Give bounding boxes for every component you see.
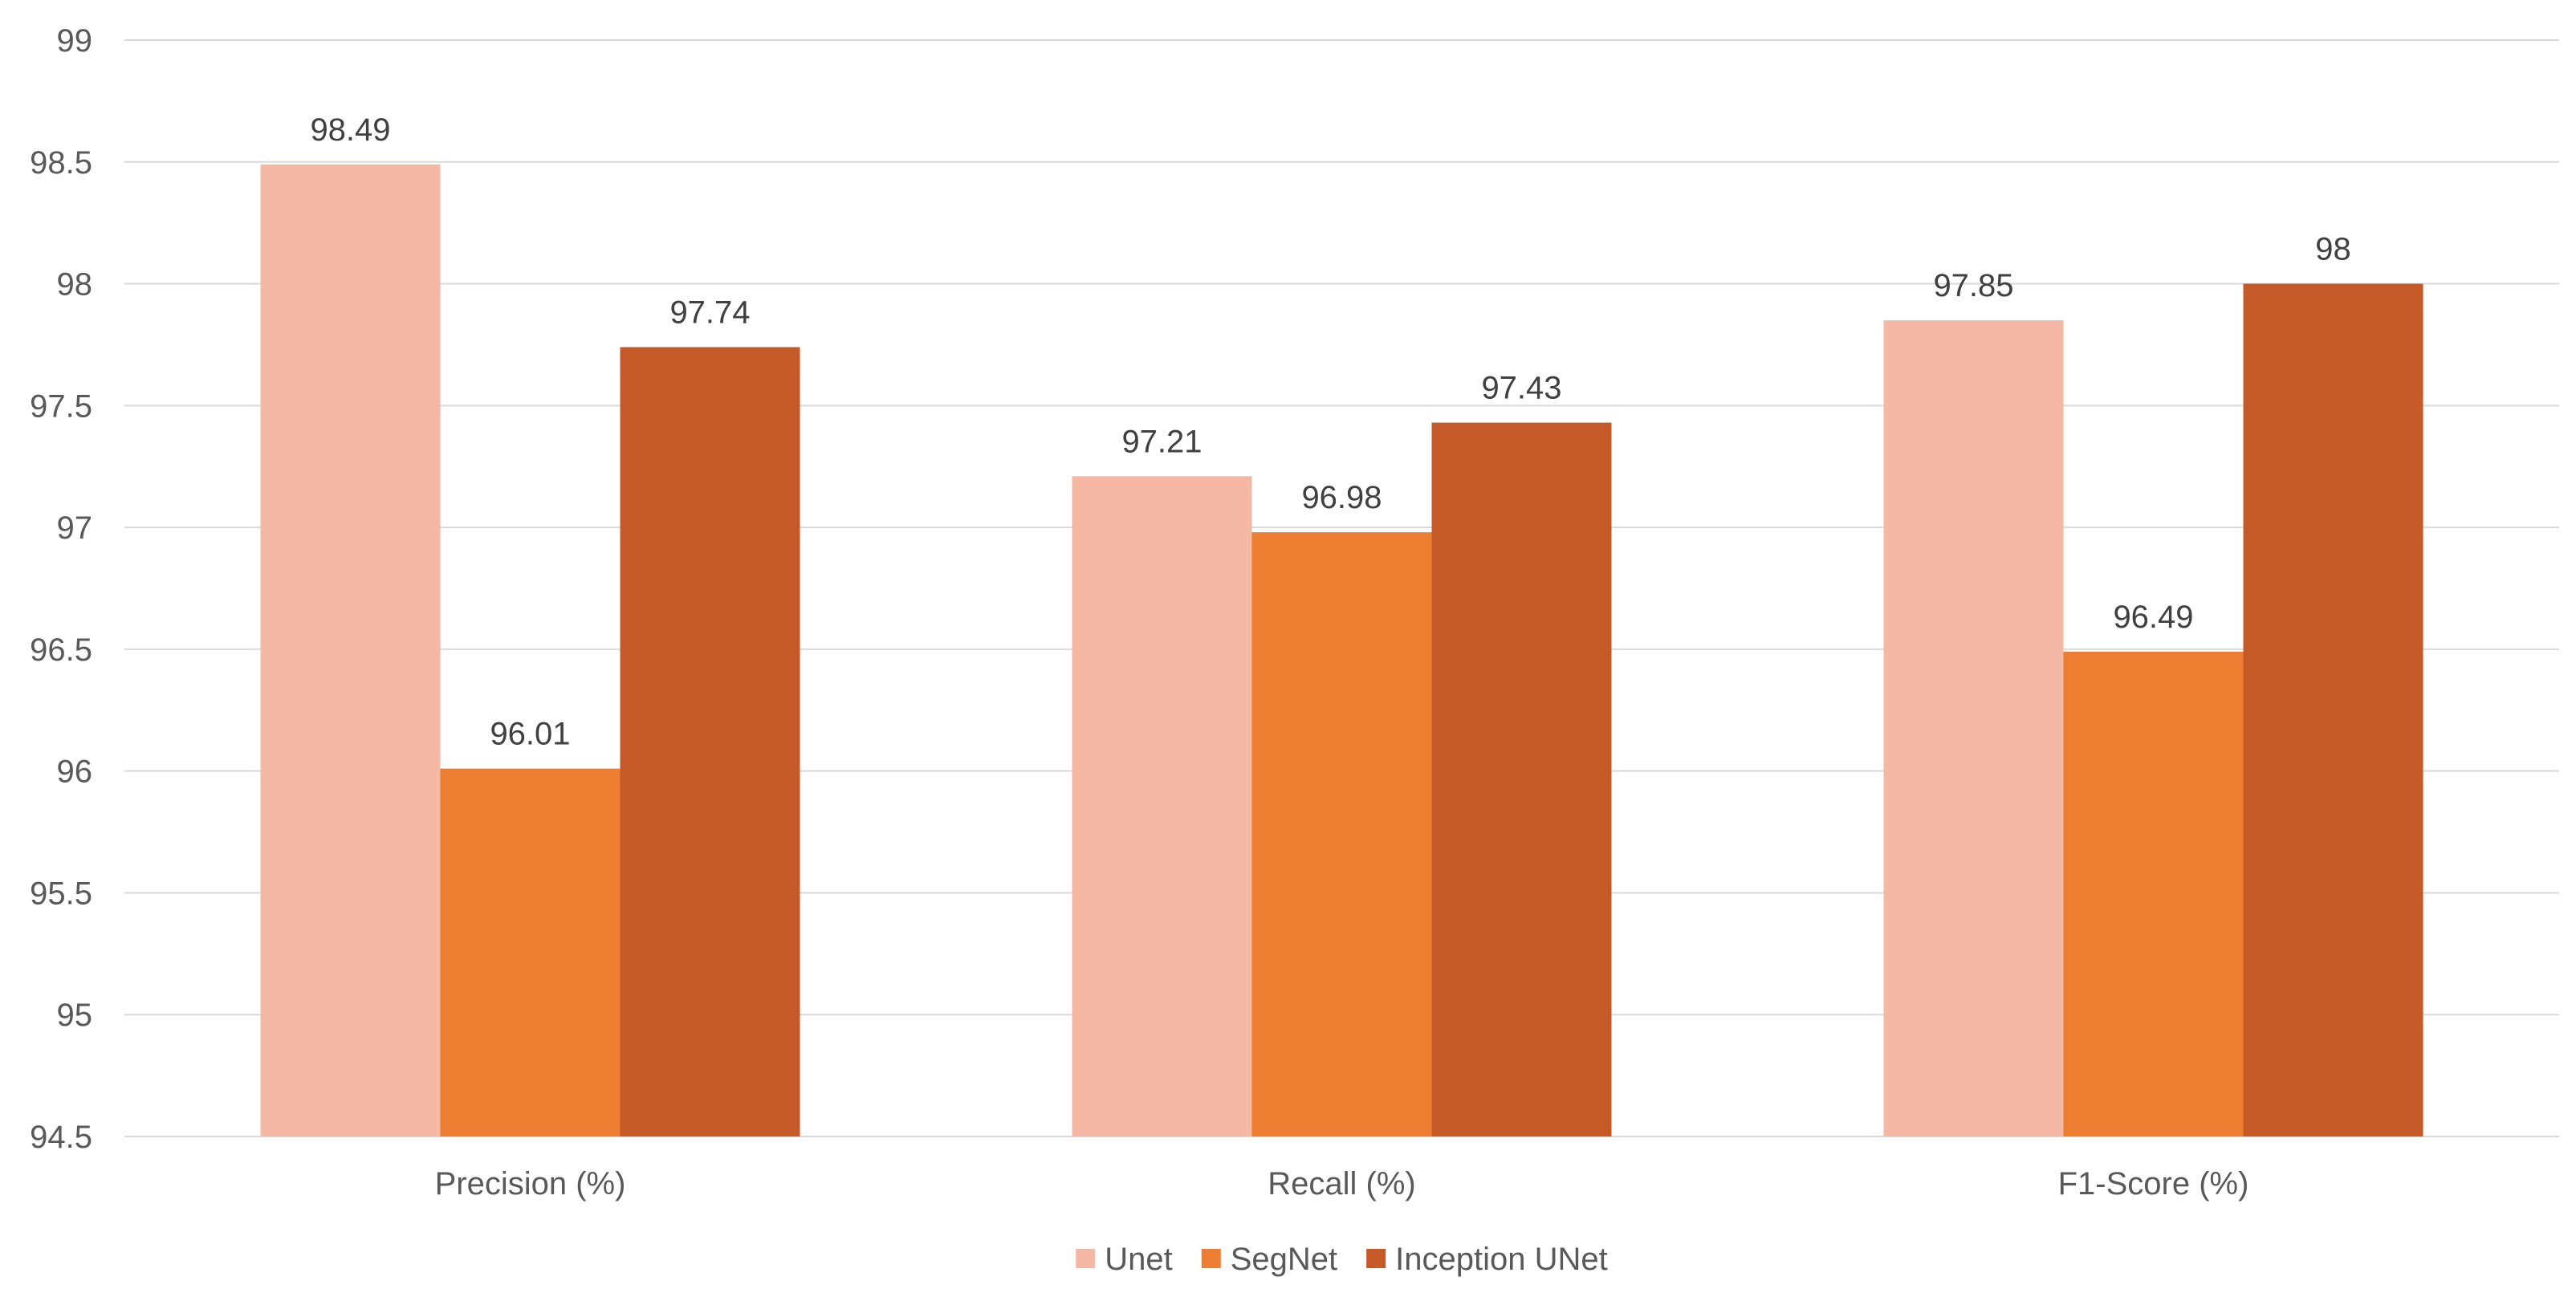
bar <box>1072 476 1252 1136</box>
y-axis-ticks: 94.5 95 95.5 96 96.5 97 97.5 98 98.5 99 <box>30 23 92 1155</box>
x-category-label: Precision (%) <box>435 1166 626 1202</box>
bar <box>440 768 621 1136</box>
y-tick-label: 96 <box>57 754 93 790</box>
legend-label: SegNet <box>1231 1242 1337 1277</box>
bar <box>1883 320 2064 1137</box>
y-tick-label: 97.5 <box>30 388 92 424</box>
x-category-label: Recall (%) <box>1268 1166 1415 1202</box>
bar <box>2243 283 2423 1136</box>
bar <box>1431 422 1612 1136</box>
bar <box>2063 651 2244 1136</box>
data-label: 96.98 <box>1301 480 1382 515</box>
bar <box>1251 532 1432 1136</box>
data-label: 98.49 <box>310 112 390 148</box>
bars <box>260 164 2423 1137</box>
data-label: 97.85 <box>1933 268 2013 303</box>
data-label: 96.01 <box>490 717 570 752</box>
data-label: 97.74 <box>669 295 750 330</box>
legend-label: Unet <box>1105 1242 1173 1277</box>
y-tick-label: 95 <box>57 998 93 1033</box>
y-tick-label: 98 <box>57 267 93 303</box>
legend-item: Unet <box>1076 1242 1173 1277</box>
data-label: 98 <box>2315 232 2351 267</box>
legend: Unet SegNet Inception UNet <box>1076 1242 1608 1277</box>
y-tick-label: 98.5 <box>30 145 92 181</box>
x-category-label: F1-Score (%) <box>2058 1166 2249 1202</box>
y-tick-label: 97 <box>57 510 93 546</box>
legend-swatch <box>1076 1249 1096 1268</box>
y-tick-label: 94.5 <box>30 1120 92 1155</box>
y-tick-label: 99 <box>57 23 93 59</box>
data-label: 97.43 <box>1481 371 1561 406</box>
data-labels: 98.49 96.01 97.74 97.21 96.98 97.43 97.85 96.49… <box>310 112 2350 752</box>
bar <box>620 347 800 1137</box>
legend-label: Inception UNet <box>1395 1242 1608 1277</box>
legend-item: Inception UNet <box>1366 1242 1608 1277</box>
data-label: 96.49 <box>2113 600 2193 635</box>
bar <box>260 164 441 1136</box>
x-axis-categories: Precision (%) Recall (%) F1-Score (%) <box>435 1166 2249 1202</box>
y-tick-label: 96.5 <box>30 632 92 668</box>
y-tick-label: 95.5 <box>30 876 92 911</box>
legend-item: SegNet <box>1201 1242 1337 1277</box>
legend-swatch <box>1366 1249 1386 1268</box>
data-label: 97.21 <box>1121 424 1202 459</box>
legend-swatch <box>1201 1249 1221 1268</box>
